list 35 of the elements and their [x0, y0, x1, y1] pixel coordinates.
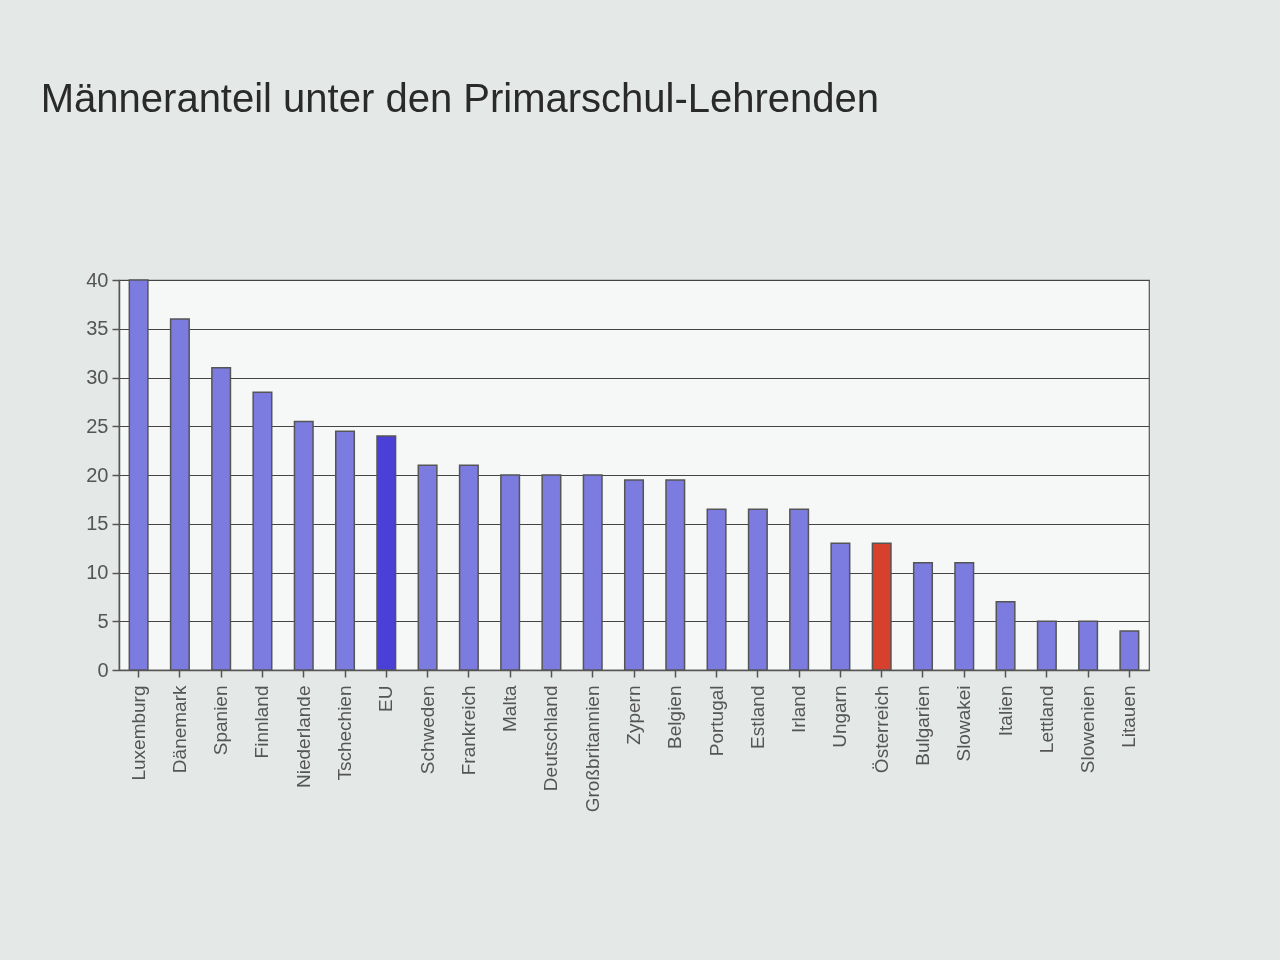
- x-tick-label: Österreich: [870, 685, 892, 774]
- y-tick-label: 5: [97, 609, 109, 632]
- x-tick-label: Zypern: [623, 685, 644, 745]
- x-tick-label: Slowenien: [1077, 685, 1099, 774]
- x-tick-label: Spanien: [210, 685, 232, 756]
- x-tick-label: Malta: [499, 685, 521, 732]
- x-tick-label: Frankreich: [457, 685, 479, 776]
- x-tick-label: Belgien: [664, 685, 686, 749]
- x-tick-label: Estland: [746, 685, 768, 749]
- y-tick-label: 20: [86, 463, 109, 486]
- x-tick-label: Ungarn: [829, 685, 851, 748]
- y-tick-label: 40: [86, 268, 109, 291]
- x-tick-label: Bulgarien: [911, 685, 933, 766]
- x-tick-label: Luxemburg: [127, 685, 149, 781]
- x-tick-label: Schweden: [416, 685, 438, 775]
- y-tick-label: 10: [86, 561, 109, 583]
- x-tick-label: EU: [375, 685, 397, 712]
- x-tick-label: Finnland: [251, 685, 273, 759]
- y-tick-label: 30: [86, 366, 109, 388]
- x-tick-label: Portugal: [705, 685, 727, 757]
- y-tick-label: 25: [86, 414, 109, 437]
- y-tick-label: 0: [97, 658, 109, 681]
- y-tick-label: 15: [86, 512, 109, 535]
- x-tick-label: Lettland: [1035, 685, 1057, 754]
- x-tick-label: Niederlande: [292, 685, 314, 788]
- x-tick-label: Großbritannien: [581, 685, 603, 813]
- chart-title: Männeranteil unter den Primarschul-Lehrenden: [40, 76, 880, 120]
- y-tick-label: 35: [86, 317, 109, 340]
- x-tick-label: Litauen: [1118, 685, 1140, 748]
- x-tick-label: Dänemark: [168, 685, 190, 774]
- x-tick-label: Irland: [788, 685, 810, 734]
- x-tick-label: Italien: [994, 685, 1016, 737]
- x-tick-label: Deutschland: [540, 685, 562, 792]
- x-tick-label: Slowakei: [953, 685, 975, 762]
- x-tick-label: Tschechien: [334, 685, 356, 781]
